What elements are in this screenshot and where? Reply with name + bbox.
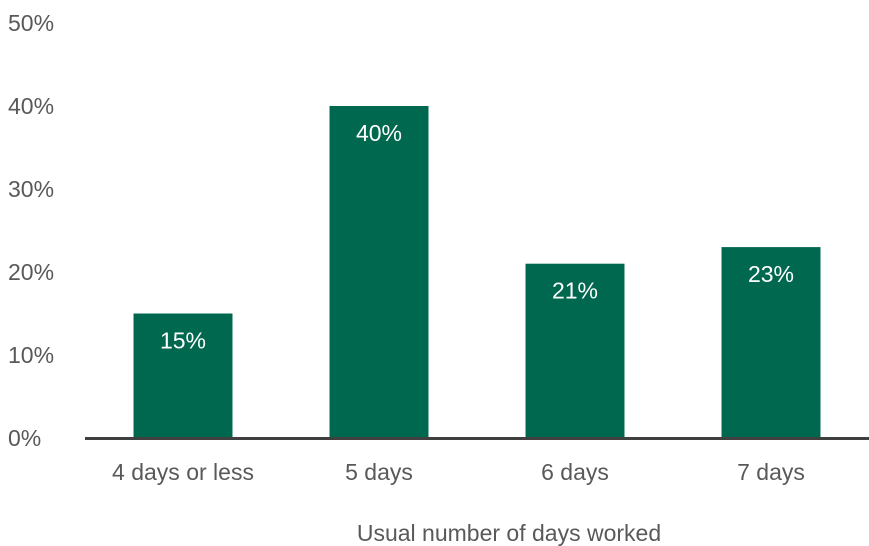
bar [721, 247, 821, 438]
data-labels: 15% 40% 21% 23% [160, 120, 794, 354]
data-label: 21% [552, 278, 598, 304]
bars [133, 106, 821, 438]
data-label: 15% [160, 328, 206, 354]
data-label: 40% [356, 120, 402, 146]
y-tick-label: 10% [8, 342, 54, 368]
x-tick-label: 4 days or less [112, 459, 254, 485]
data-label: 23% [748, 261, 794, 287]
x-tick-label: 6 days [541, 459, 609, 485]
bar [133, 313, 233, 438]
bar [525, 263, 625, 438]
y-axis-ticks: 0% 10% 20% 30% 40% 50% [8, 10, 54, 451]
y-tick-label: 50% [8, 10, 54, 36]
y-tick-label: 30% [8, 176, 54, 202]
x-tick-label: 7 days [737, 459, 805, 485]
y-tick-label: 40% [8, 93, 54, 119]
y-tick-label: 0% [8, 425, 41, 451]
x-axis-title: Usual number of days worked [357, 520, 661, 546]
x-axis-categories: 4 days or less 5 days 6 days 7 days [112, 459, 805, 485]
x-tick-label: 5 days [345, 459, 413, 485]
bar [329, 106, 429, 438]
y-tick-label: 20% [8, 259, 54, 285]
